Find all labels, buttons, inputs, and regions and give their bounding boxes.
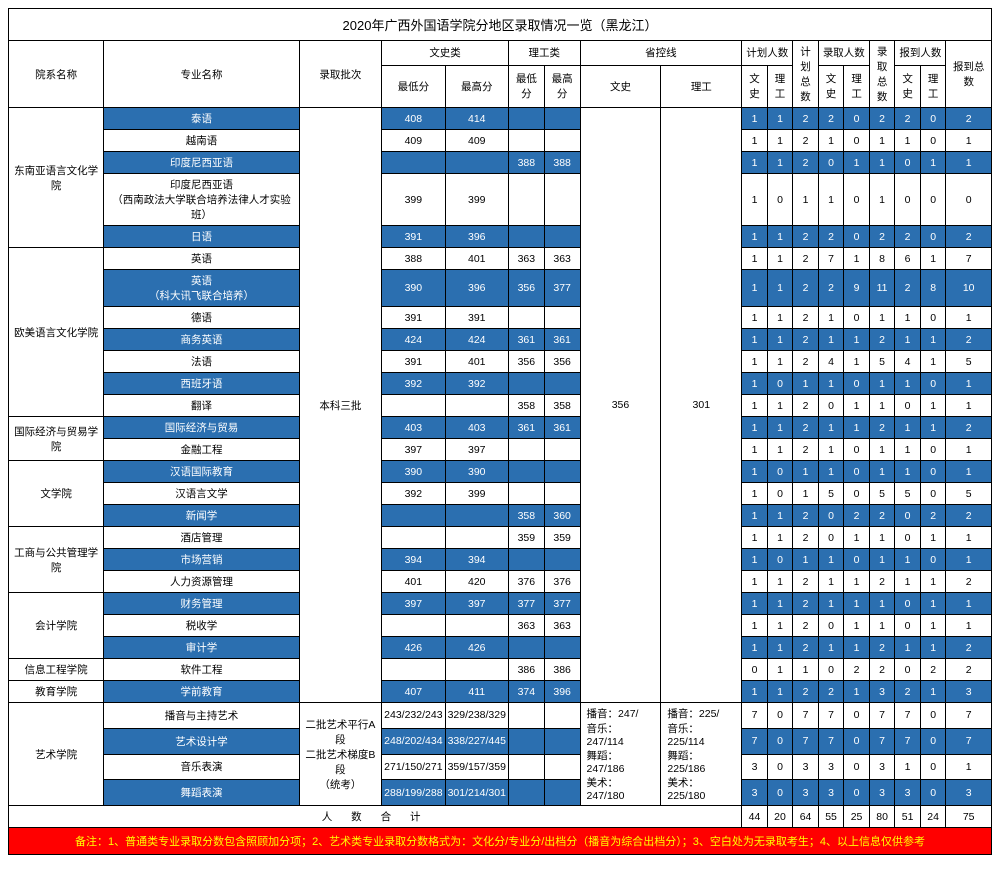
major-cell: 泰语 — [104, 108, 299, 130]
batch-cell: 本科三批 — [299, 108, 381, 703]
major-cell: 越南语 — [104, 130, 299, 152]
major-cell: 英语 （科大讯飞联合培养） — [104, 270, 299, 307]
h-plantot: 计划总数 — [793, 41, 819, 108]
table-row: 文学院汉语国际教育390390101101101 — [9, 461, 992, 483]
major-cell: 艺术设计学 — [104, 728, 299, 754]
major-cell: 播音与主持艺术 — [104, 703, 299, 729]
table-row: 信息工程学院软件工程386386011022022 — [9, 659, 992, 681]
table-row: 舞蹈表演288/199/288301/214/301303303303 — [9, 780, 992, 806]
h-plan: 计划人数 — [742, 41, 793, 66]
major-cell: 新闻学 — [104, 505, 299, 527]
major-cell: 英语 — [104, 248, 299, 270]
table-row: 商务英语424424361361112112112 — [9, 329, 992, 351]
dept-cell: 教育学院 — [9, 681, 104, 703]
table-row: 法语391401356356112415415 — [9, 351, 992, 373]
table-row: 工商与公共管理学院酒店管理359359112011011 — [9, 527, 992, 549]
major-cell: 汉语言文学 — [104, 483, 299, 505]
table-row: 印度尼西亚语388388112011011 — [9, 152, 992, 174]
footer-note: 备注：1、普通类专业录取分数包含照顾加分项；2、艺术类专业录取分数格式为：文化分… — [9, 828, 992, 855]
major-cell: 市场营销 — [104, 549, 299, 571]
dept-cell: 文学院 — [9, 461, 104, 527]
dept-cell: 东南亚语言文化学院 — [9, 108, 104, 248]
table-row: 会计学院财务管理397397377377112111011 — [9, 593, 992, 615]
h-batch: 录取批次 — [299, 41, 381, 108]
major-cell: 翻译 — [104, 395, 299, 417]
table-row: 艺术学院播音与主持艺术二批艺术平行A段 二批艺术梯度B段 （统考）243/232… — [9, 703, 992, 729]
major-cell: 舞蹈表演 — [104, 780, 299, 806]
table-row: 欧美语言文化学院英语388401363363112718617 — [9, 248, 992, 270]
h-reporttot: 报到总数 — [946, 41, 992, 108]
table-row: 税收学363363112011011 — [9, 615, 992, 637]
major-cell: 国际经济与贸易 — [104, 417, 299, 439]
table-row: 教育学院学前教育407411374396112213213 — [9, 681, 992, 703]
h-science: 理工类 — [508, 41, 580, 66]
total-label: 人 数 合 计 — [9, 806, 742, 828]
major-cell: 酒店管理 — [104, 527, 299, 549]
admissions-table: 2020年广西外国语学院分地区录取情况一览（黑龙江） 院系名称 专业名称 录取批… — [8, 8, 992, 855]
major-cell: 软件工程 — [104, 659, 299, 681]
table-row: 日语391396112202202 — [9, 226, 992, 248]
prov-ws: 356 — [580, 108, 661, 703]
major-cell: 日语 — [104, 226, 299, 248]
table-row: 英语 （科大讯飞联合培养）39039635637711229112810 — [9, 270, 992, 307]
prov-lg: 301 — [661, 108, 742, 703]
table-row: 新闻学358360112022022 — [9, 505, 992, 527]
major-cell: 商务英语 — [104, 329, 299, 351]
table-row: 翻译358358112011011 — [9, 395, 992, 417]
table-row: 越南语409409112101101 — [9, 130, 992, 152]
dept-cell: 会计学院 — [9, 593, 104, 659]
h-admittot: 录取总数 — [869, 41, 895, 108]
major-cell: 金融工程 — [104, 439, 299, 461]
h-liberal: 文史类 — [382, 41, 509, 66]
h-dept: 院系名称 — [9, 41, 104, 108]
major-cell: 汉语国际教育 — [104, 461, 299, 483]
dept-cell: 欧美语言文化学院 — [9, 248, 104, 417]
table-row: 国际经济与贸易学院国际经济与贸易403403361361112112112 — [9, 417, 992, 439]
major-cell: 德语 — [104, 307, 299, 329]
dept-cell: 信息工程学院 — [9, 659, 104, 681]
dept-cell: 工商与公共管理学院 — [9, 527, 104, 593]
table-row: 汉语言文学392399101505505 — [9, 483, 992, 505]
major-cell: 法语 — [104, 351, 299, 373]
major-cell: 学前教育 — [104, 681, 299, 703]
dept-cell: 艺术学院 — [9, 703, 104, 806]
major-cell: 印度尼西亚语 — [104, 152, 299, 174]
major-cell: 音乐表演 — [104, 754, 299, 780]
h-admit: 录取人数 — [818, 41, 869, 66]
h-report: 报到人数 — [895, 41, 946, 66]
table-row: 东南亚语言文化学院泰语本科三批408414356301112202202 — [9, 108, 992, 130]
prov-ws-art: 播音：247/ 音乐：247/114 舞蹈：247/186 美术：247/180 — [580, 703, 661, 806]
major-cell: 人力资源管理 — [104, 571, 299, 593]
major-cell: 税收学 — [104, 615, 299, 637]
table-row: 人力资源管理401420376376112112112 — [9, 571, 992, 593]
table-row: 西班牙语392392101101101 — [9, 373, 992, 395]
table-row: 金融工程397397112101101 — [9, 439, 992, 461]
prov-lg-art: 播音：225/ 音乐：225/114 舞蹈：225/186 美术：225/180 — [661, 703, 742, 806]
table-title: 2020年广西外国语学院分地区录取情况一览（黑龙江） — [9, 9, 992, 41]
h-provline: 省控线 — [580, 41, 742, 66]
major-cell: 财务管理 — [104, 593, 299, 615]
h-major: 专业名称 — [104, 41, 299, 108]
dept-cell: 国际经济与贸易学院 — [9, 417, 104, 461]
table-row: 德语391391112101101 — [9, 307, 992, 329]
table-row: 审计学426426112112112 — [9, 637, 992, 659]
table-row: 市场营销394394101101101 — [9, 549, 992, 571]
batch-art-cell: 二批艺术平行A段 二批艺术梯度B段 （统考） — [299, 703, 381, 806]
major-cell: 印度尼西亚语 （西南政法大学联合培养法律人才实验班） — [104, 174, 299, 226]
table-row: 艺术设计学248/202/434338/227/445707707707 — [9, 728, 992, 754]
table-row: 音乐表演271/150/271359/157/359303303101 — [9, 754, 992, 780]
major-cell: 审计学 — [104, 637, 299, 659]
major-cell: 西班牙语 — [104, 373, 299, 395]
table-row: 印度尼西亚语 （西南政法大学联合培养法律人才实验班）39939910110100… — [9, 174, 992, 226]
